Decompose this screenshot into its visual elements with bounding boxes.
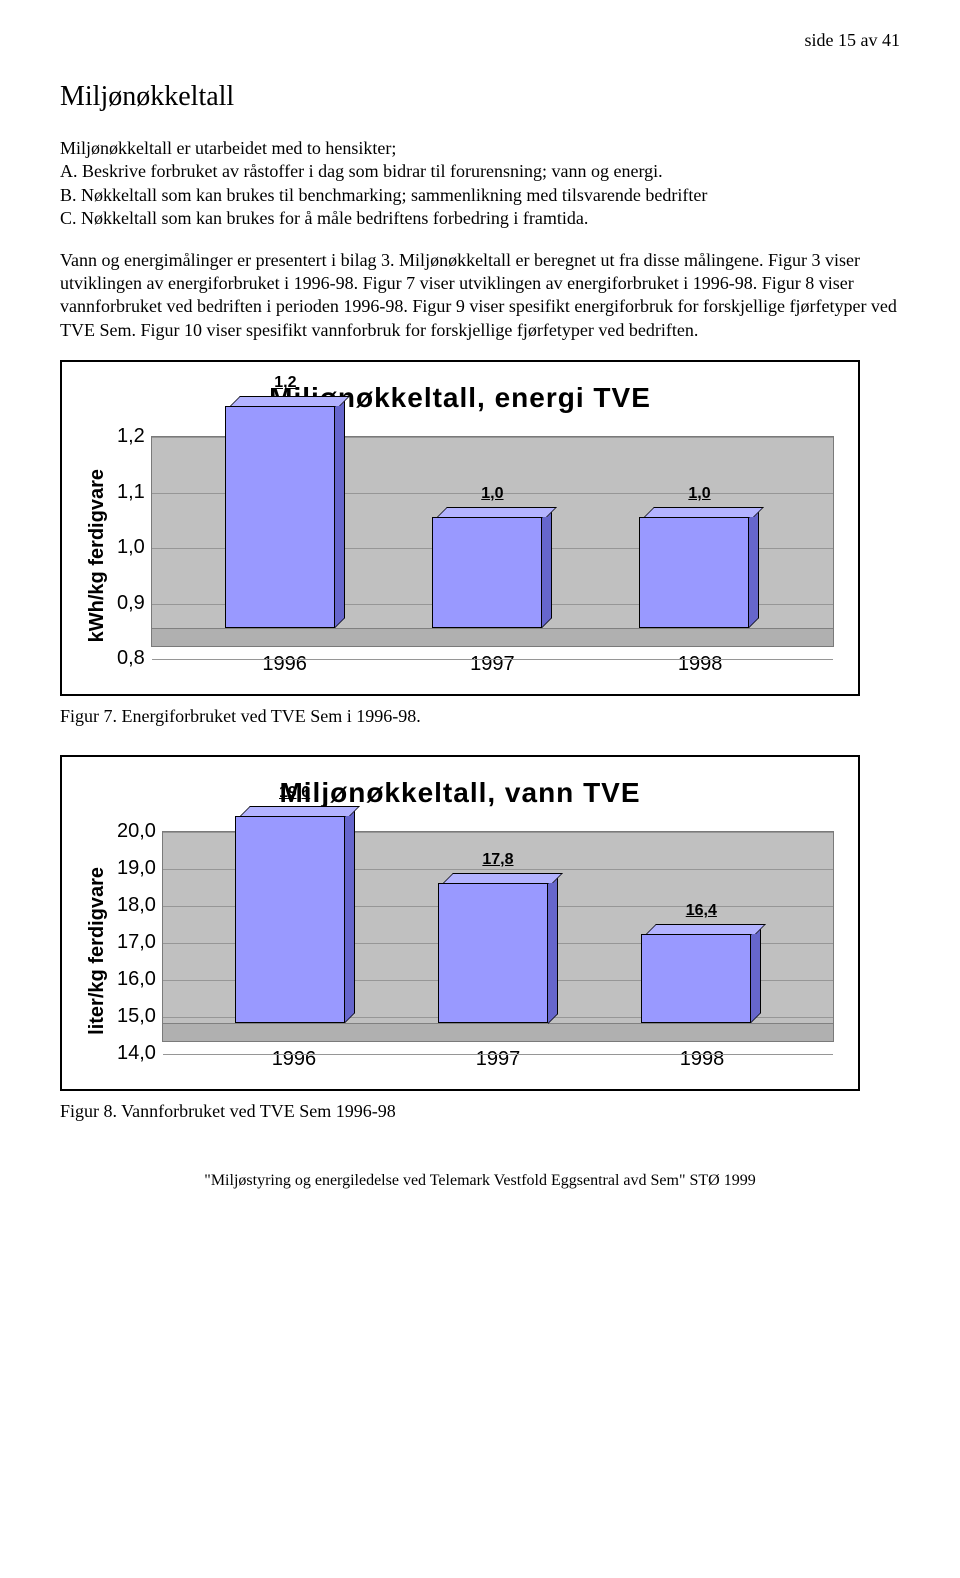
chart-2-ylabel: liter/kg ferdigvare — [86, 867, 109, 1035]
caption-2: Figur 8. Vannforbruket ved TVE Sem 1996-… — [60, 1101, 900, 1122]
chart-2-frame: Miljønøkkeltall, vann TVE liter/kg ferdig… — [60, 755, 860, 1091]
xtick-label: 1998 — [680, 1048, 725, 1071]
xtick-label: 1996 — [262, 653, 307, 676]
chart-2-xticks: 1996 1997 1998 — [162, 1042, 834, 1071]
gridline — [163, 1054, 833, 1055]
bar-value-label: 1,0 — [639, 485, 759, 503]
chart-floor — [163, 1023, 833, 1041]
bar: 17,8 — [438, 883, 558, 1024]
chart-2-yticks: 20,019,018,017,016,015,014,0 — [117, 831, 162, 1071]
chart-floor — [152, 628, 833, 646]
bar: 1,2 — [225, 406, 345, 628]
chart-1-yticks: 1,21,11,00,90,8 — [117, 436, 151, 676]
bar: 16,4 — [641, 934, 761, 1023]
chart-2-bars: 19,617,816,4 — [163, 832, 833, 1023]
chart-1-plot: 1,21,01,0 — [151, 436, 834, 647]
bar: 1,0 — [639, 517, 759, 628]
bar: 19,6 — [235, 816, 355, 1023]
chart-1-frame: Miljønøkkeltall, energi TVE kWh/kg ferdig… — [60, 360, 860, 696]
xtick-label: 1996 — [272, 1048, 317, 1071]
paragraph-2: Vann og energimålinger er presentert i b… — [60, 249, 900, 343]
chart-1-ylabel: kWh/kg ferdigvare — [86, 469, 109, 642]
chart-2-title: Miljønøkkeltall, vann TVE — [86, 777, 834, 809]
chart-1-xticks: 1996 1997 1998 — [151, 647, 834, 676]
chart-1-title: Miljønøkkeltall, energi TVE — [86, 382, 834, 414]
footer: "Miljøstyring og energiledelse ved Telem… — [60, 1172, 900, 1190]
bar-value-label: 1,2 — [225, 374, 345, 392]
bar-value-label: 16,4 — [641, 902, 761, 920]
xtick-label: 1997 — [470, 653, 515, 676]
chart-2-plot: 19,617,816,4 — [162, 831, 834, 1042]
gridline — [152, 659, 833, 660]
bar-value-label: 17,8 — [438, 851, 558, 869]
caption-1: Figur 7. Energiforbruket ved TVE Sem i 1… — [60, 706, 900, 727]
chart-1-bars: 1,21,01,0 — [152, 437, 833, 628]
section-title: Miljønøkkeltall — [60, 81, 900, 113]
paragraph-1: Miljønøkkeltall er utarbeidet med to hen… — [60, 137, 900, 231]
page-number: side 15 av 41 — [60, 30, 900, 51]
bar: 1,0 — [432, 517, 552, 628]
xtick-label: 1997 — [476, 1048, 521, 1071]
bar-value-label: 1,0 — [432, 485, 552, 503]
xtick-label: 1998 — [678, 653, 723, 676]
bar-value-label: 19,6 — [235, 784, 355, 802]
